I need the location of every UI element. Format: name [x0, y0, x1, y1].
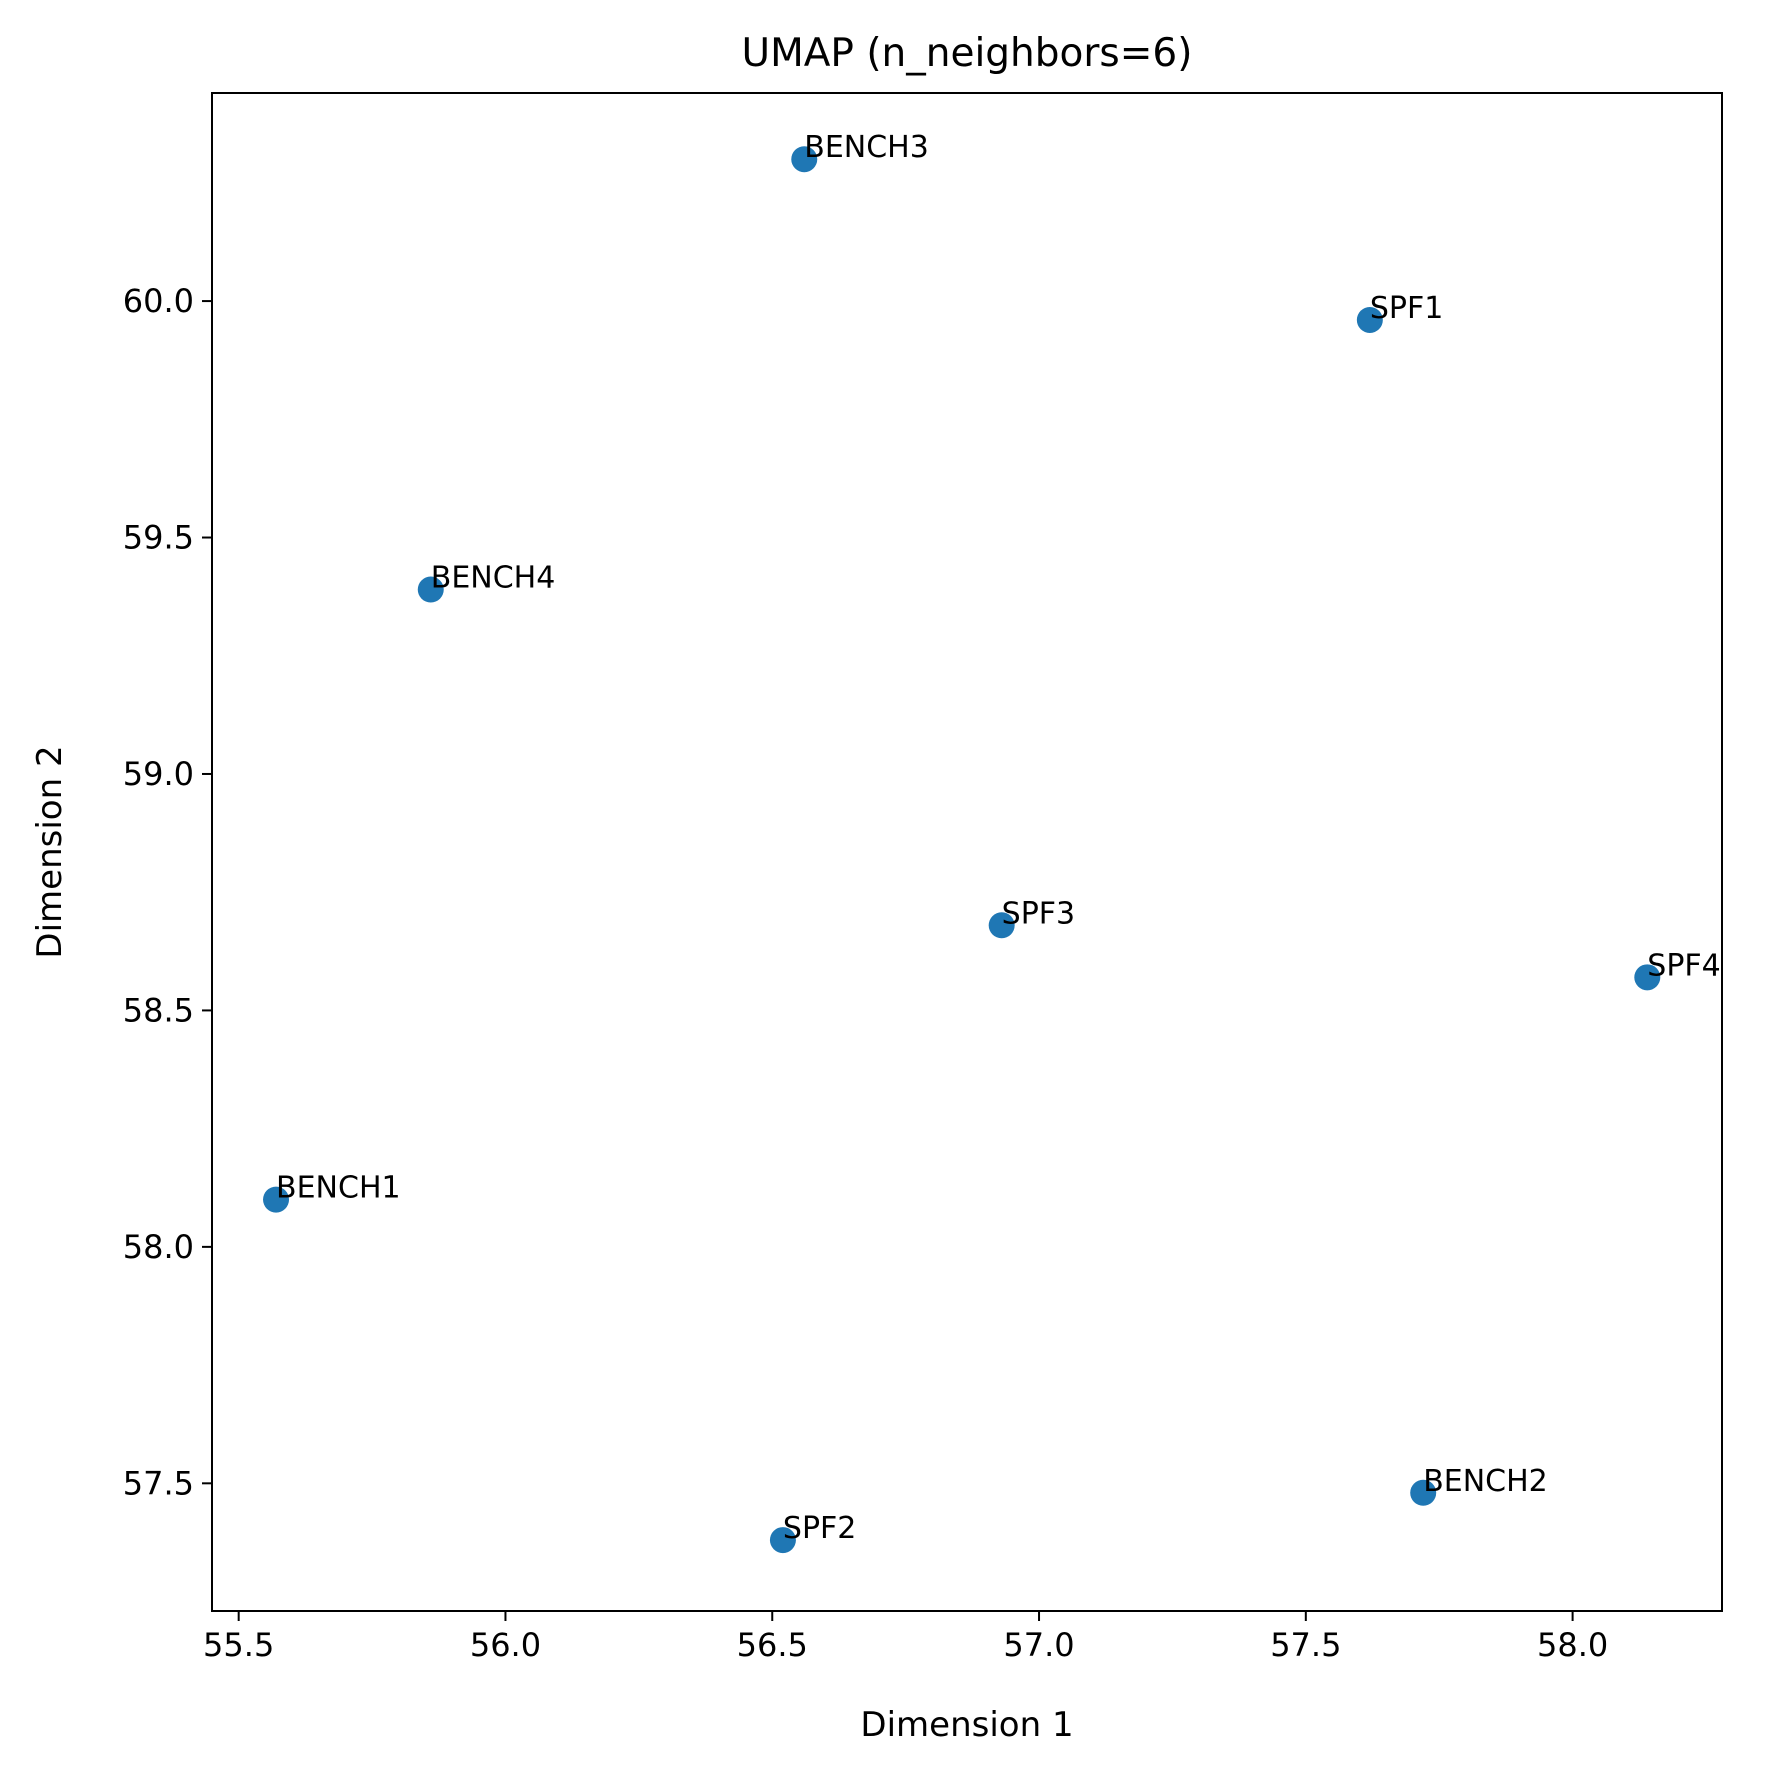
scatter-point-bench2 [1410, 1479, 1437, 1506]
scatter-point-spf1 [1356, 306, 1383, 333]
point-label-bench3: BENCH3 [804, 130, 929, 165]
scatter-point-bench4 [417, 576, 444, 603]
point-label-bench1: BENCH1 [276, 1171, 401, 1206]
data-points: BENCH3 SPF1 BENCH4 SPF3 SPF4 BENCH1 BENCH2 SPF2 [263, 130, 1721, 1554]
point-label-spf1: SPF1 [1370, 291, 1443, 326]
point-label-spf3: SPF3 [1002, 896, 1075, 931]
scatter-point-spf4 [1634, 964, 1661, 991]
y-tick-label: 58.0 [123, 1228, 194, 1266]
chart-title: UMAP (n_neighbors=6) [742, 31, 1193, 76]
y-axis: 57.5 58.0 58.5 59.0 59.5 60.0 [123, 282, 212, 1502]
x-axis-label: Dimension 1 [860, 1705, 1073, 1745]
y-tick-label: 58.5 [123, 991, 194, 1029]
x-tick-label: 55.5 [203, 1626, 274, 1664]
y-tick-label: 60.0 [123, 282, 194, 320]
point-label-spf2: SPF2 [783, 1511, 856, 1546]
x-tick-label: 57.5 [1270, 1626, 1341, 1664]
point-label-spf4: SPF4 [1647, 948, 1720, 983]
scatter-point-bench3 [791, 146, 818, 173]
plot-area-frame [211, 92, 1723, 1612]
point-label-bench4: BENCH4 [431, 561, 556, 596]
y-axis-label: Dimension 2 [30, 745, 70, 958]
y-tick-label: 59.0 [123, 755, 194, 793]
scatter-point-bench1 [263, 1186, 290, 1213]
scatter-point-spf2 [769, 1527, 796, 1554]
x-axis: 55.5 56.0 56.5 57.0 57.5 58.0 [203, 1611, 1608, 1664]
point-label-bench2: BENCH2 [1423, 1464, 1548, 1499]
x-tick-label: 56.0 [470, 1626, 541, 1664]
scatter-point-spf3 [988, 912, 1015, 939]
y-tick-label: 59.5 [123, 519, 194, 557]
x-tick-label: 58.0 [1537, 1626, 1608, 1664]
x-tick-label: 57.0 [1003, 1626, 1074, 1664]
x-tick-label: 56.5 [737, 1626, 808, 1664]
y-tick-label: 57.5 [123, 1464, 194, 1502]
